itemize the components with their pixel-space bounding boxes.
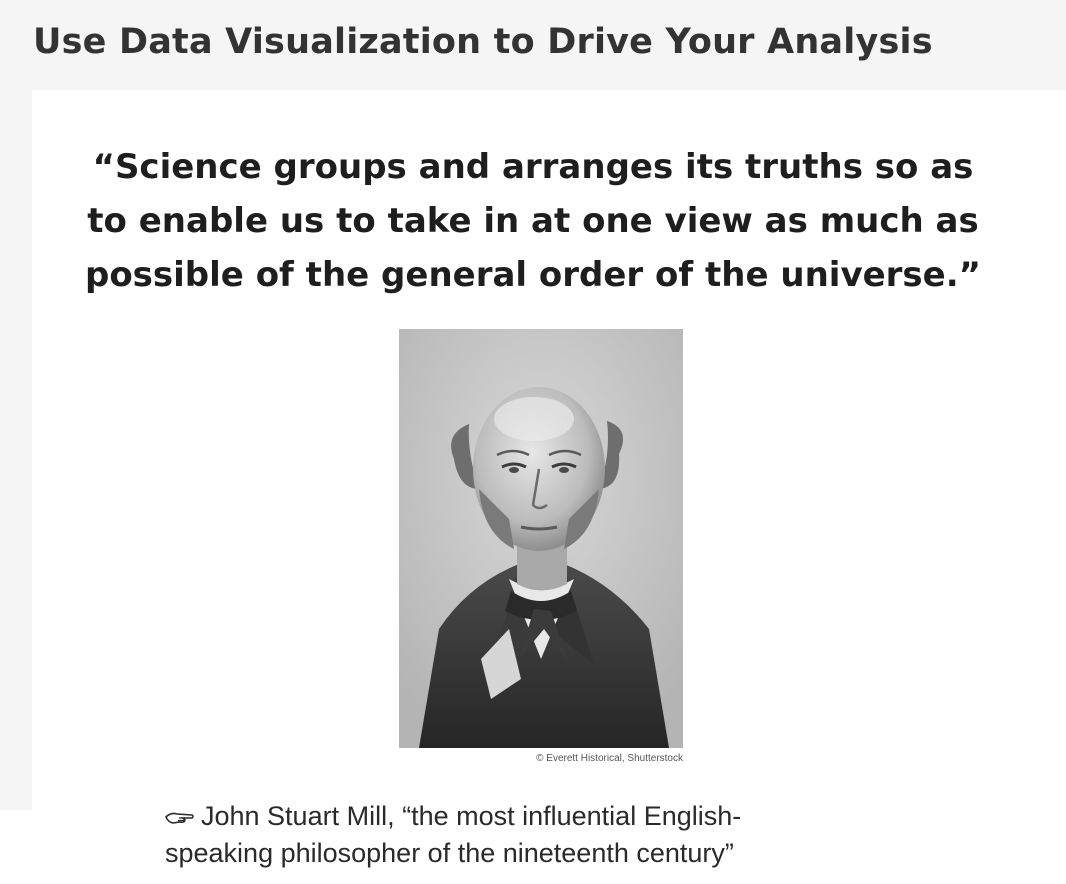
attribution-line: John Stuart Mill, “the most influential … — [165, 798, 965, 835]
quote-line: possible of the general order of the uni… — [84, 255, 981, 295]
lesson-title: Use Data Visualization to Drive Your Ana… — [33, 22, 933, 62]
quote-line: to enable us to take in at one view as m… — [87, 201, 979, 241]
portrait-photo — [399, 329, 683, 748]
photo-credit: © Everett Historical, Shutterstock — [536, 753, 683, 764]
attribution-text: John Stuart Mill, “the most influential … — [201, 801, 742, 831]
pointing-hand-icon — [165, 812, 194, 824]
slide-quote: “Science groups and arranges its truths … — [0, 140, 1066, 302]
quote-attribution: John Stuart Mill, “the most influential … — [165, 798, 965, 872]
quote-line: “Science groups and arranges its truths … — [92, 147, 974, 187]
attribution-line: speaking philosopher of the nineteenth c… — [165, 838, 734, 868]
portrait-illustration — [399, 329, 683, 748]
